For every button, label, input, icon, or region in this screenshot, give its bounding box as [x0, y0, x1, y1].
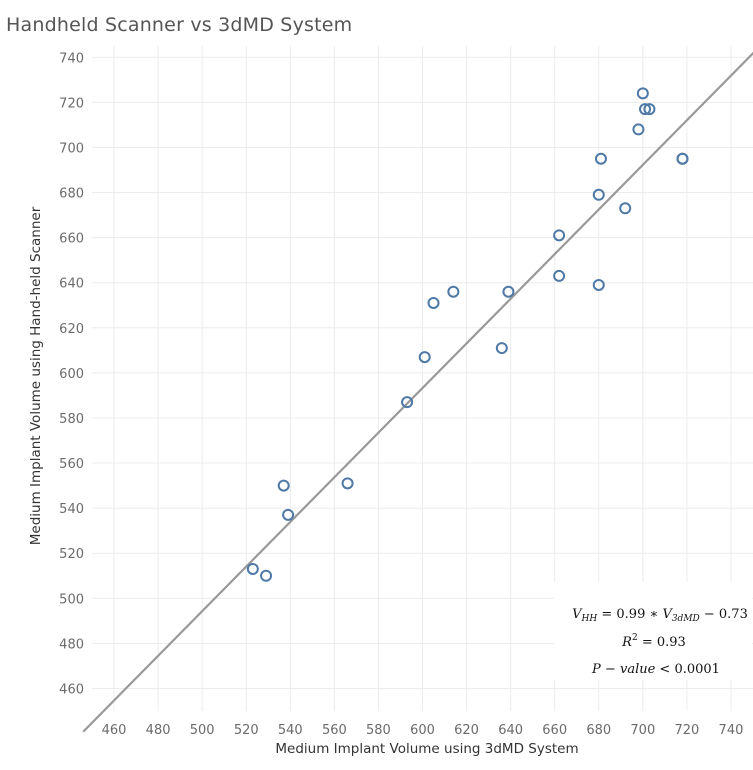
x-tick-label: 660 — [542, 723, 567, 738]
x-tick-label: 640 — [498, 723, 523, 738]
regression-line — [82, 51, 753, 733]
x-tick-label: 480 — [146, 723, 171, 738]
x-tick-label: 600 — [410, 723, 435, 738]
data-point — [592, 278, 605, 291]
data-point — [594, 152, 607, 165]
tick-labels: 460 480 500 520 540 560 580 600 620 640 660 680 700 7… — [59, 51, 743, 738]
y-tick-label: 540 — [59, 502, 84, 517]
x-tick-label: 520 — [234, 723, 259, 738]
p-value-label: P − value < 0.0001 — [591, 662, 720, 677]
data-point — [676, 152, 689, 165]
y-axis-label: Medium Implant Volume using Hand-held Sc… — [28, 206, 44, 545]
y-tick-label: 700 — [59, 141, 84, 156]
x-tick-label: 720 — [674, 723, 699, 738]
y-tick-label: 480 — [59, 637, 84, 652]
x-tick-label: 560 — [322, 723, 347, 738]
data-point — [277, 479, 290, 492]
y-tick-label: 640 — [59, 277, 84, 292]
data-point — [553, 269, 566, 282]
data-point — [447, 285, 460, 298]
x-tick-label: 680 — [586, 723, 611, 738]
data-point — [495, 342, 508, 355]
data-point — [418, 351, 431, 364]
x-tick-label: 540 — [278, 723, 303, 738]
y-tick-label: 600 — [59, 367, 84, 382]
data-point — [260, 569, 273, 582]
x-tick-label: 580 — [366, 723, 391, 738]
data-point — [341, 477, 354, 490]
x-axis-label: Medium Implant Volume using 3dMD System — [275, 741, 578, 757]
x-tick-label: 700 — [630, 723, 655, 738]
x-tick-label: 500 — [190, 723, 215, 738]
x-tick-label: 740 — [719, 723, 744, 738]
data-point — [619, 202, 632, 215]
y-tick-label: 460 — [59, 682, 84, 697]
y-tick-label: 680 — [59, 187, 84, 202]
data-point — [636, 87, 649, 100]
data-point — [632, 123, 645, 136]
data-point — [427, 296, 440, 309]
data-point — [639, 103, 652, 116]
regression-equation: VHH = 0.99 ∗ V3dMD − 0.73 — [572, 607, 748, 624]
y-tick-label: 580 — [59, 412, 84, 427]
data-point — [592, 188, 605, 201]
data-point — [502, 285, 515, 298]
data-point — [401, 396, 414, 409]
y-tick-label: 620 — [59, 322, 84, 337]
data-points — [246, 87, 689, 582]
y-tick-label: 520 — [59, 547, 84, 562]
data-point — [553, 229, 566, 242]
y-tick-label: 740 — [59, 51, 84, 66]
y-tick-label: 720 — [59, 96, 84, 111]
x-tick-label: 460 — [102, 723, 127, 738]
data-point — [643, 103, 656, 116]
data-point — [246, 562, 259, 575]
equation-box — [554, 582, 752, 680]
y-tick-label: 500 — [59, 592, 84, 607]
y-tick-label: 560 — [59, 457, 84, 472]
x-tick-label: 620 — [454, 723, 479, 738]
data-point — [282, 508, 295, 521]
r-squared-label: R2 = 0.93 — [621, 633, 686, 650]
chart-title: Handheld Scanner vs 3dMD System — [6, 14, 353, 36]
y-tick-label: 660 — [59, 232, 84, 247]
